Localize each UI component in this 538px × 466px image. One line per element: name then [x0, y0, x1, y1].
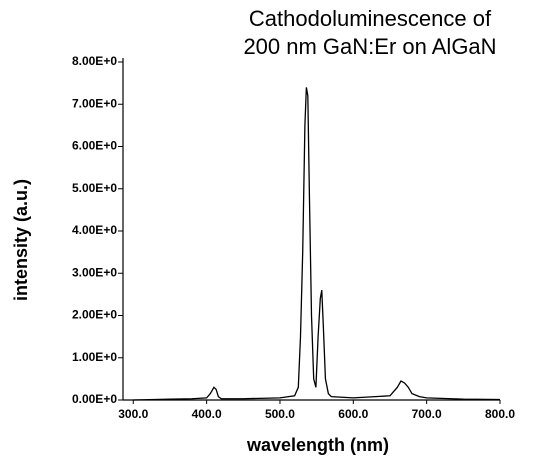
x-tick-label: 300.0	[118, 407, 148, 421]
y-tick-label: 4.00E+0	[72, 223, 117, 237]
x-tick-label: 500.0	[265, 407, 295, 421]
y-tick-label: 7.00E+0	[72, 96, 117, 110]
y-tick-label: 3.00E+0	[72, 265, 117, 279]
y-tick-label: 1.00E+0	[72, 350, 117, 364]
x-tick-label: 600.0	[338, 407, 368, 421]
y-tick-label: 6.00E+0	[72, 139, 117, 153]
chart-title: Cathodoluminescence of	[249, 6, 492, 31]
y-tick-label: 8.00E+0	[72, 54, 117, 68]
y-tick-label: 5.00E+0	[72, 181, 117, 195]
chart-title: 200 nm GaN:Er on AlGaN	[243, 34, 496, 59]
spectrum-line	[133, 87, 501, 401]
x-tick-label: 700.0	[412, 407, 442, 421]
y-tick-label: 0.00E+0	[72, 392, 117, 406]
x-tick-label: 400.0	[192, 407, 222, 421]
x-axis-label: wavelength (nm)	[246, 435, 389, 455]
y-tick-label: 2.00E+0	[72, 308, 117, 322]
x-tick-label: 800.0	[485, 407, 515, 421]
y-axis-label: intensity (a.u.)	[11, 179, 31, 301]
